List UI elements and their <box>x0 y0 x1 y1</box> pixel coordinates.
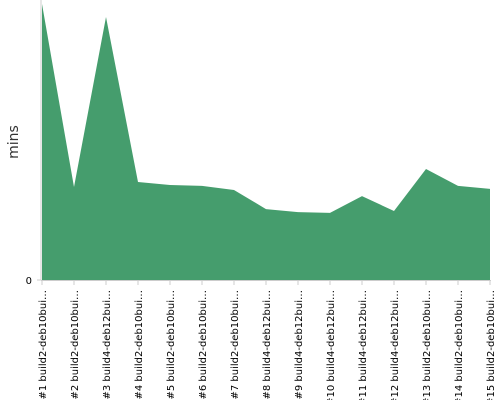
x-tick-label: #6 build2-deb10bui… <box>198 290 209 400</box>
x-tick-label: #9 build4-deb12bui… <box>294 290 305 400</box>
x-tick-label: #5 build2-deb10bui… <box>166 290 177 400</box>
x-tick-label: #7 build2-deb10bui… <box>230 290 241 400</box>
x-tick-label: #8 build4-deb12bui… <box>262 290 273 400</box>
area <box>42 4 490 280</box>
x-tick-label: #10 build4-deb12bui… <box>326 290 337 400</box>
x-tick-label: #14 build2-deb10bui… <box>454 290 465 400</box>
y-tick-label: 0 <box>26 276 32 287</box>
x-tick-label: #13 build2-deb10bui… <box>422 290 433 400</box>
x-tick-label: #11 build4-deb12bui… <box>358 290 369 400</box>
x-tick-label: #1 build2-deb10bui… <box>38 290 49 400</box>
x-tick-label: #12 build4-deb12bui… <box>390 290 401 400</box>
x-tick-label: #3 build4-deb12bui… <box>102 290 113 400</box>
x-tick-label: #15 build2-deb10bui… <box>486 290 497 400</box>
x-tick-label: #4 build2-deb10bui… <box>134 290 145 400</box>
y-axis-label: mins <box>6 125 22 159</box>
x-tick-label: #2 build2-deb10bui… <box>70 290 81 400</box>
